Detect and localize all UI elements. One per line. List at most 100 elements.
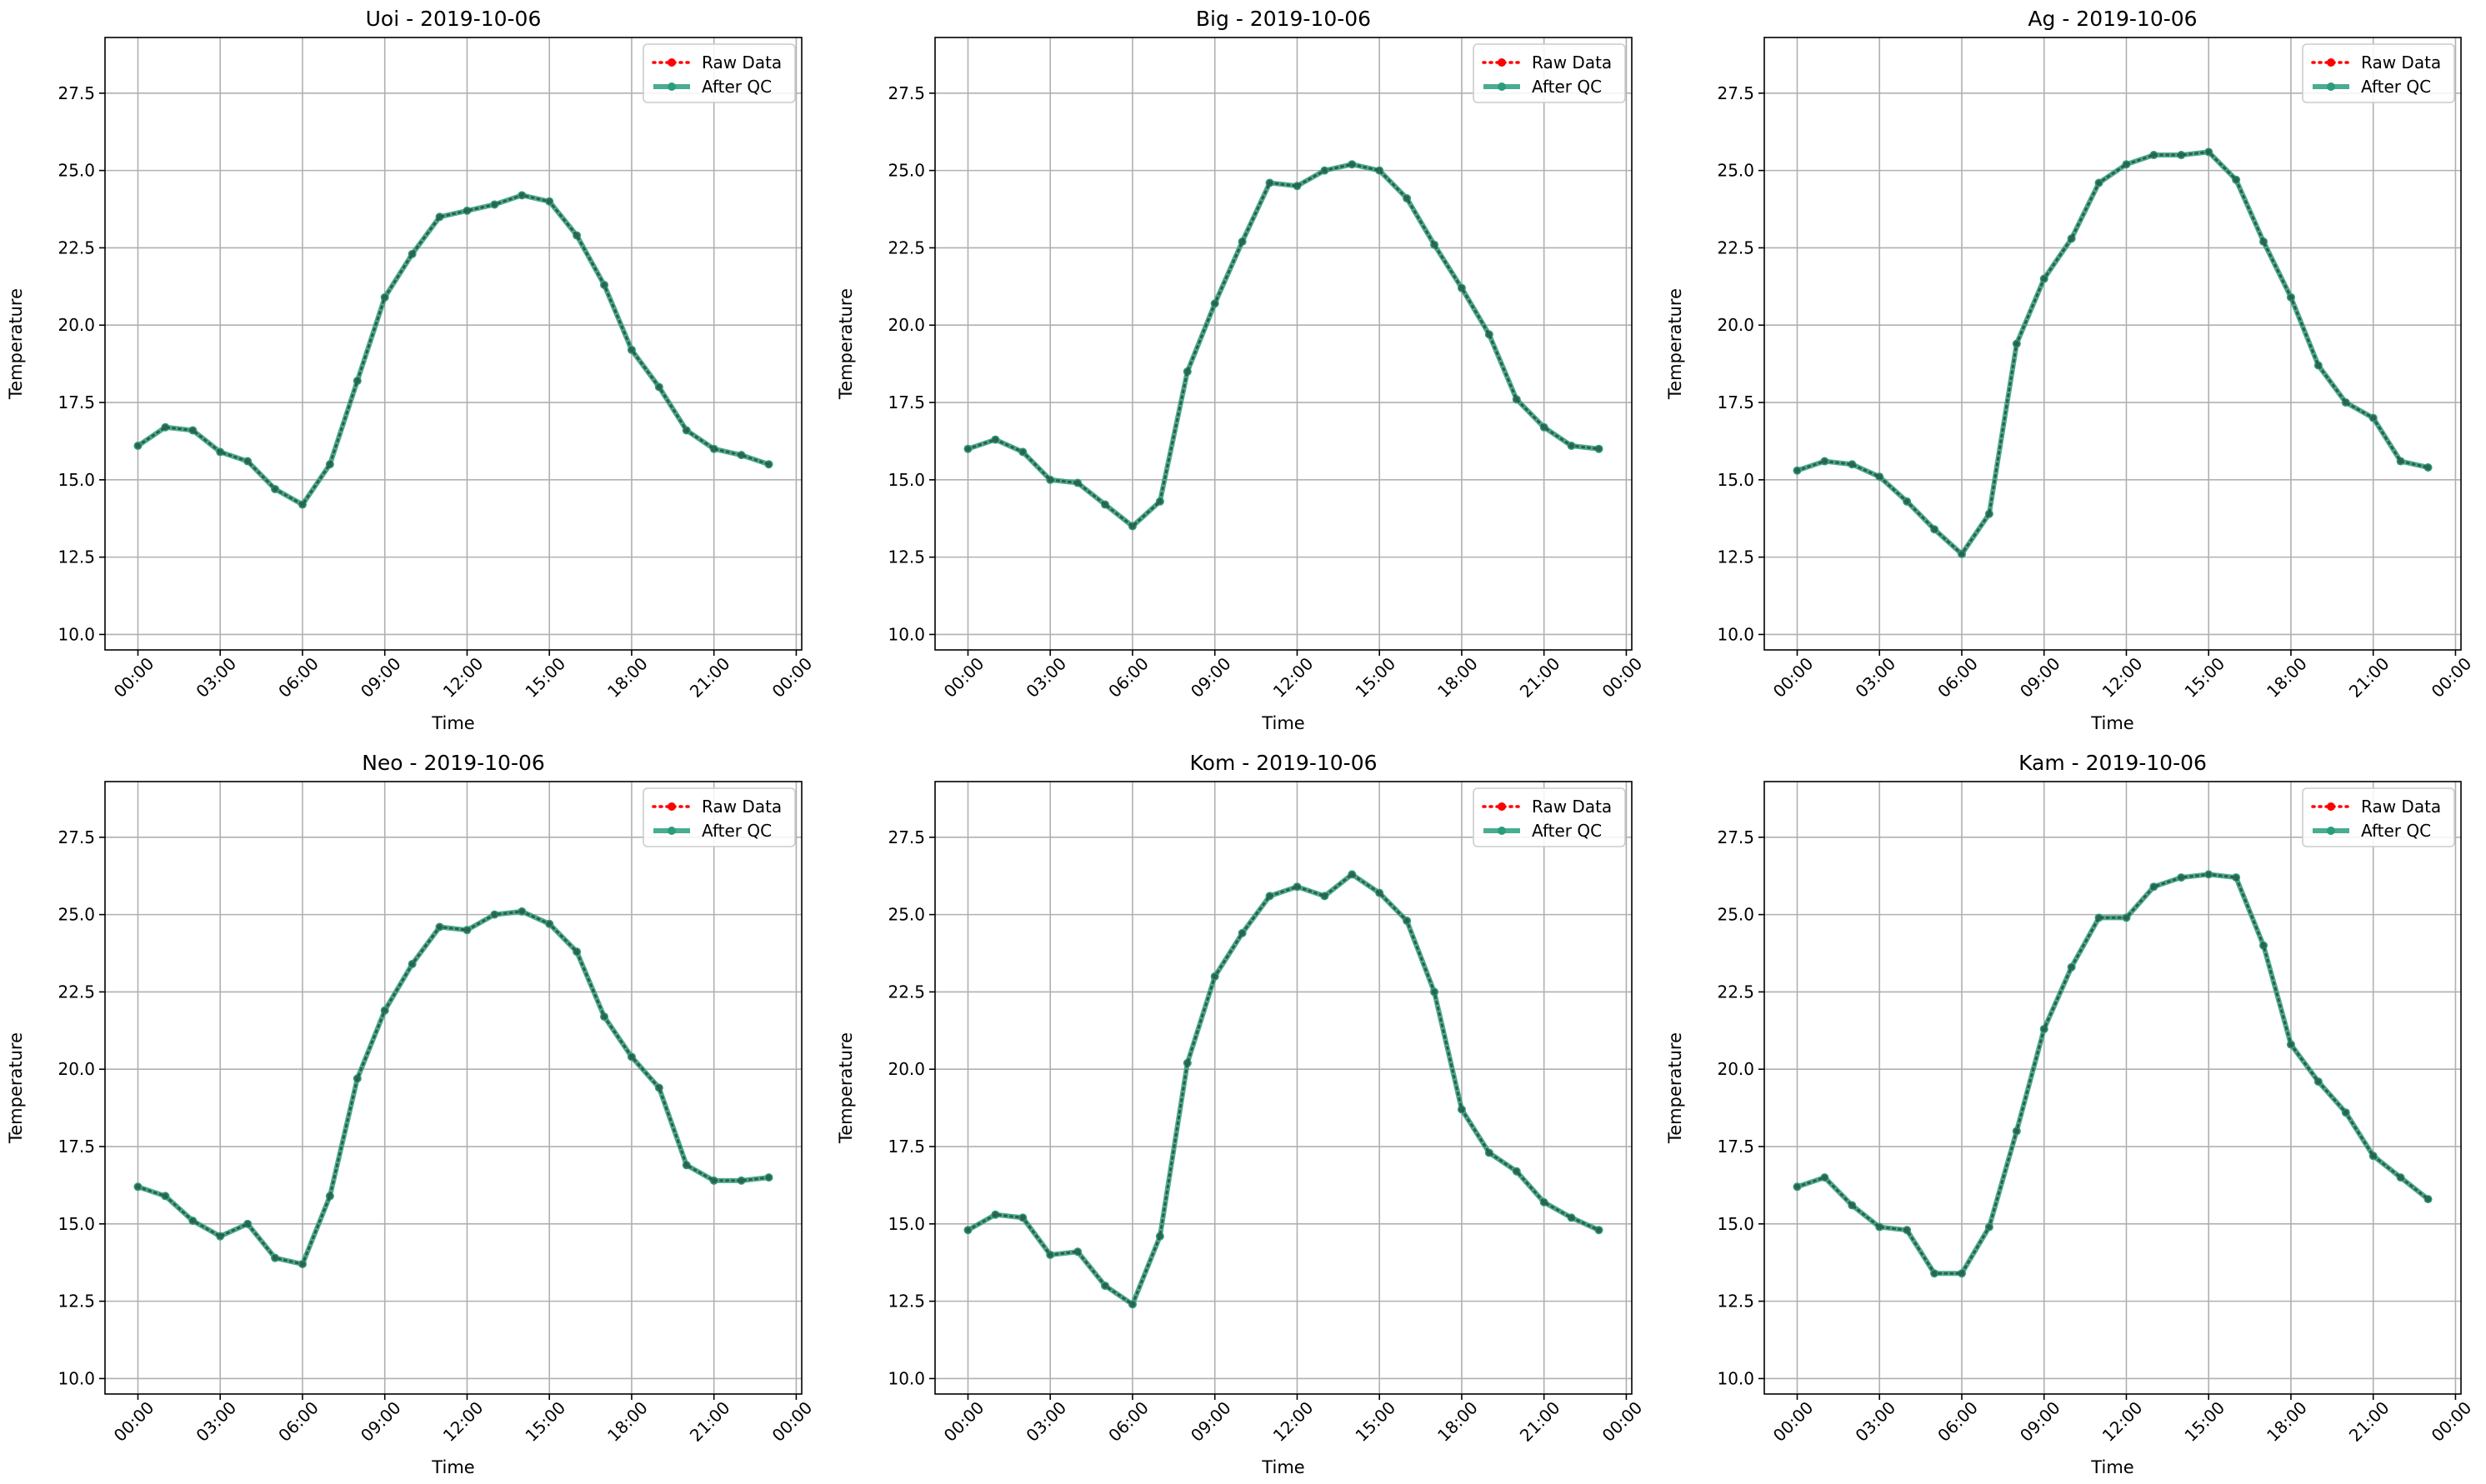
- y-axis-label: Temperature: [836, 1032, 856, 1144]
- y-tick-label: 20.0: [888, 315, 925, 335]
- x-tick-label: 18:00: [2263, 1397, 2311, 1446]
- series-raw-data-line: [966, 872, 1601, 1307]
- raw-data-point: [1458, 285, 1465, 292]
- raw-data-point: [299, 502, 306, 508]
- raw-data-point: [766, 461, 773, 467]
- y-tick-label: 20.0: [58, 1059, 95, 1079]
- raw-data-point: [2178, 874, 2184, 881]
- y-tick-label: 12.5: [888, 547, 925, 567]
- x-tick-label: 12:00: [2098, 653, 2147, 702]
- raw-data-point: [2096, 179, 2103, 186]
- y-tick-label: 15.0: [58, 470, 95, 490]
- y-tick-label: 17.5: [58, 1137, 95, 1157]
- raw-data-point: [437, 213, 443, 220]
- chart-panel-0: 00:00 03:00 06:00 09:00 12:00 15:00 18:00 21:00…: [6, 7, 816, 733]
- raw-data-point: [1821, 1174, 1828, 1181]
- raw-data-point: [1212, 973, 1218, 980]
- legend: Raw Data After QC: [2302, 43, 2455, 103]
- series-raw-data-line: [1795, 150, 2430, 557]
- legend-qc-label: After QC: [2361, 77, 2431, 97]
- raw-data-point: [2425, 1196, 2432, 1202]
- raw-data-point: [1958, 551, 1965, 557]
- legend-qc-marker: [1498, 827, 1506, 835]
- raw-data-point: [1431, 988, 1438, 995]
- y-tick-label: 20.0: [888, 1059, 925, 1079]
- legend: Raw Data After QC: [1473, 43, 1626, 103]
- x-tick-label: 06:00: [274, 1397, 323, 1446]
- x-axis-label: Time: [2090, 1457, 2133, 1477]
- raw-data-point: [1958, 1270, 1965, 1277]
- series-raw-data-line: [136, 193, 771, 507]
- raw-data-point: [2123, 161, 2129, 167]
- raw-data-point: [1793, 1183, 1800, 1190]
- y-tick-label: 22.5: [58, 237, 95, 257]
- y-tick-label: 17.5: [888, 392, 925, 412]
- raw-data-point: [189, 1217, 196, 1224]
- raw-data-point: [1486, 1149, 1493, 1156]
- legend-raw-marker: [1498, 58, 1506, 67]
- raw-data-point: [546, 198, 553, 205]
- raw-data-point: [2315, 1078, 2322, 1085]
- series-raw-data-line: [1795, 872, 2430, 1275]
- y-tick-label: 12.5: [1717, 1292, 1754, 1312]
- raw-data-point: [1431, 242, 1438, 248]
- legend-raw-label: Raw Data: [1532, 797, 1612, 817]
- legend: Raw Data After QC: [1473, 787, 1626, 847]
- x-tick-label: 15:00: [521, 653, 569, 702]
- y-axis-label: Temperature: [1665, 288, 1685, 400]
- raw-data-point: [1821, 458, 1828, 465]
- y-axis-label: Temperature: [6, 1032, 26, 1144]
- raw-data-point: [1486, 331, 1493, 337]
- raw-data-point: [573, 948, 580, 955]
- raw-data-point: [217, 448, 223, 455]
- x-tick-label: 09:00: [2016, 1397, 2064, 1446]
- x-tick-label: 03:00: [192, 1397, 240, 1446]
- raw-data-point: [134, 442, 141, 449]
- x-axis-label: Time: [2090, 713, 2133, 733]
- raw-data-point: [711, 1177, 718, 1184]
- raw-data-point: [2398, 1174, 2404, 1181]
- x-tick-label: 18:00: [603, 653, 652, 702]
- raw-data-point: [299, 1261, 306, 1267]
- raw-data-point: [2123, 914, 2129, 921]
- raw-data-point: [683, 1162, 690, 1168]
- legend-raw-marker: [2327, 58, 2335, 67]
- raw-data-point: [354, 377, 361, 384]
- x-tick-label: 00:00: [1598, 1397, 1647, 1446]
- chart-title: Ag - 2019-10-06: [2028, 7, 2197, 31]
- chart-title: Kam - 2019-10-06: [2018, 751, 2207, 775]
- y-tick-label: 15.0: [1717, 470, 1754, 490]
- raw-data-point: [2370, 415, 2377, 422]
- raw-data-point: [656, 383, 663, 390]
- x-tick-label: 12:00: [439, 1397, 488, 1446]
- y-tick-label: 17.5: [1717, 1137, 1754, 1157]
- raw-data-point: [491, 201, 498, 207]
- x-tick-label: 18:00: [2263, 653, 2311, 702]
- plot-frame: [104, 781, 803, 1395]
- raw-data-point: [217, 1233, 223, 1240]
- legend-qc-label: After QC: [702, 821, 772, 841]
- y-tick-label: 15.0: [888, 470, 925, 490]
- raw-data-point: [244, 458, 251, 465]
- raw-data-point: [2315, 362, 2322, 368]
- raw-data-point: [1513, 396, 1520, 402]
- raw-data-point: [1019, 448, 1026, 455]
- legend-qc-label: After QC: [2361, 821, 2431, 841]
- x-tick-label: 12:00: [1269, 1397, 1318, 1446]
- raw-data-point: [1074, 1248, 1081, 1255]
- raw-data-point: [573, 232, 580, 239]
- raw-data-point: [964, 446, 971, 452]
- y-tick-label: 22.5: [1717, 237, 1754, 257]
- raw-data-point: [1848, 1202, 1855, 1209]
- legend-raw-marker: [1498, 802, 1506, 811]
- raw-data-point: [518, 908, 525, 915]
- x-tick-label: 18:00: [1433, 1397, 1482, 1446]
- y-tick-label: 10.0: [58, 624, 95, 644]
- y-tick-label: 25.0: [888, 905, 925, 925]
- raw-data-point: [1239, 238, 1246, 245]
- y-tick-label: 10.0: [888, 624, 925, 644]
- x-tick-label: 21:00: [2345, 653, 2393, 702]
- chart-panel-3: 00:00 03:00 06:00 09:00 12:00 15:00 18:00 21:00…: [6, 751, 816, 1477]
- raw-data-point: [992, 437, 998, 443]
- raw-data-point: [1074, 480, 1081, 487]
